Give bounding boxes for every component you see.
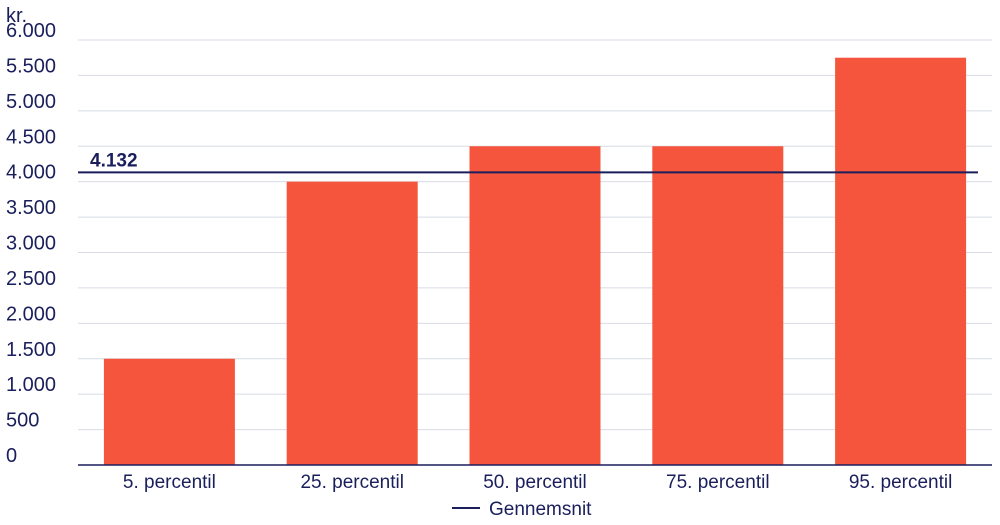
x-tick-label: 50. percentil [483, 472, 587, 493]
bars [103, 57, 967, 465]
y-tick-label: 5.500 [6, 55, 56, 77]
y-tick-label: 500 [6, 410, 39, 432]
y-tick-label: 4.500 [6, 126, 56, 148]
y-tick-label: 1.000 [6, 374, 56, 396]
y-tick-label: 5.000 [6, 91, 56, 113]
y-axis-ticks: 0 500 1.000 1.500 2.000 2.500 3.000 3.500 4.000 4… [6, 20, 56, 467]
bar [286, 181, 418, 465]
y-tick-label: 0 [6, 445, 17, 467]
x-tick-label: 25. percentil [300, 472, 404, 493]
bar [652, 146, 784, 465]
bar [835, 57, 967, 465]
y-tick-label: 6.000 [6, 20, 56, 42]
bar [103, 358, 235, 465]
x-tick-label: 75. percentil [666, 472, 770, 493]
x-tick-label: 95. percentil [849, 472, 953, 493]
legend: Gennemsnit [452, 499, 592, 520]
y-tick-label: 3.500 [6, 197, 56, 219]
y-tick-label: 2.500 [6, 268, 56, 290]
y-axis-unit-label: kr. [6, 5, 27, 27]
x-axis-labels: 5. percentil 25. percentil 50. percentil 75… [123, 472, 952, 493]
y-tick-label: 3.000 [6, 233, 56, 255]
bar [469, 146, 601, 465]
legend-label-gennemsnit: Gennemsnit [489, 499, 592, 520]
y-tick-label: 4.000 [6, 162, 56, 184]
average-value-label: 4.132 [90, 150, 138, 171]
x-tick-label: 5. percentil [123, 472, 216, 493]
y-tick-label: 1.500 [6, 339, 56, 361]
y-tick-label: 2.000 [6, 303, 56, 325]
